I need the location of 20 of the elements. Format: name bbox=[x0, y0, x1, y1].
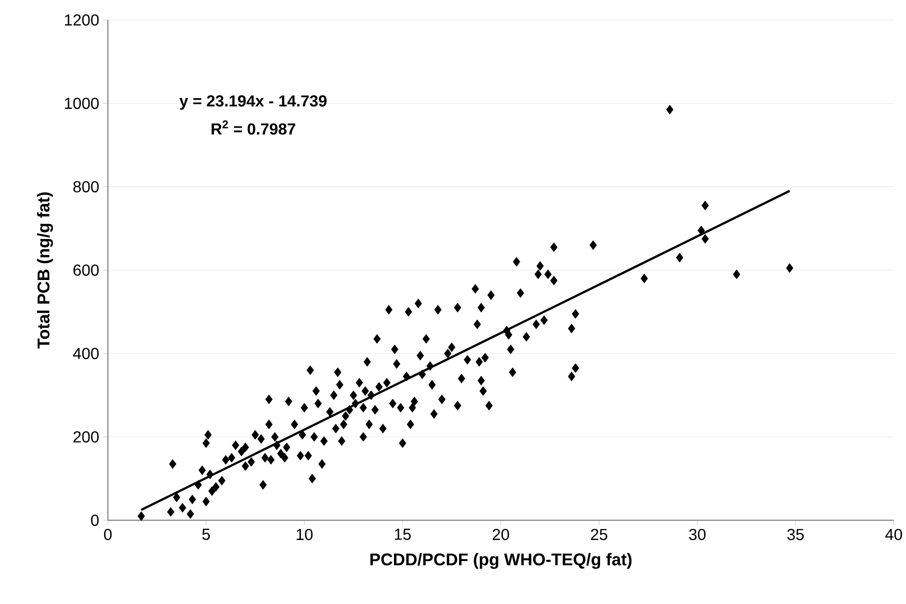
y-tick-label: 0 bbox=[91, 514, 99, 526]
x-tick-label: 0 bbox=[104, 528, 112, 540]
x-tick-label: 25 bbox=[590, 528, 608, 540]
y-tick-label: 1000 bbox=[65, 98, 99, 109]
y-tick-label: 1200 bbox=[65, 14, 99, 26]
x-tick-label: 20 bbox=[492, 528, 510, 540]
y-tick-label: 200 bbox=[73, 431, 99, 442]
y-tick-label: 800 bbox=[73, 181, 99, 192]
y-tick-label: 400 bbox=[73, 348, 99, 360]
annotation: y = 23.194x - 14.739 bbox=[179, 95, 327, 110]
x-tick-label: 30 bbox=[689, 528, 706, 540]
x-tick-label: 15 bbox=[394, 528, 411, 540]
annotation: R$^{2}$ = 0.7987 bbox=[212, 120, 296, 135]
x-axis-title: PCDD/PCDF (pg WHO-TEQ/g fat) bbox=[370, 552, 632, 569]
x-tick-label: 5 bbox=[202, 528, 210, 540]
x-tick-label: 35 bbox=[787, 528, 804, 540]
y-tick-label: 600 bbox=[73, 264, 99, 276]
y-axis-title: Total PCB (ng/g fat) bbox=[37, 192, 53, 348]
x-tick-label: 10 bbox=[296, 528, 313, 540]
x-tick-label: 40 bbox=[885, 528, 902, 540]
